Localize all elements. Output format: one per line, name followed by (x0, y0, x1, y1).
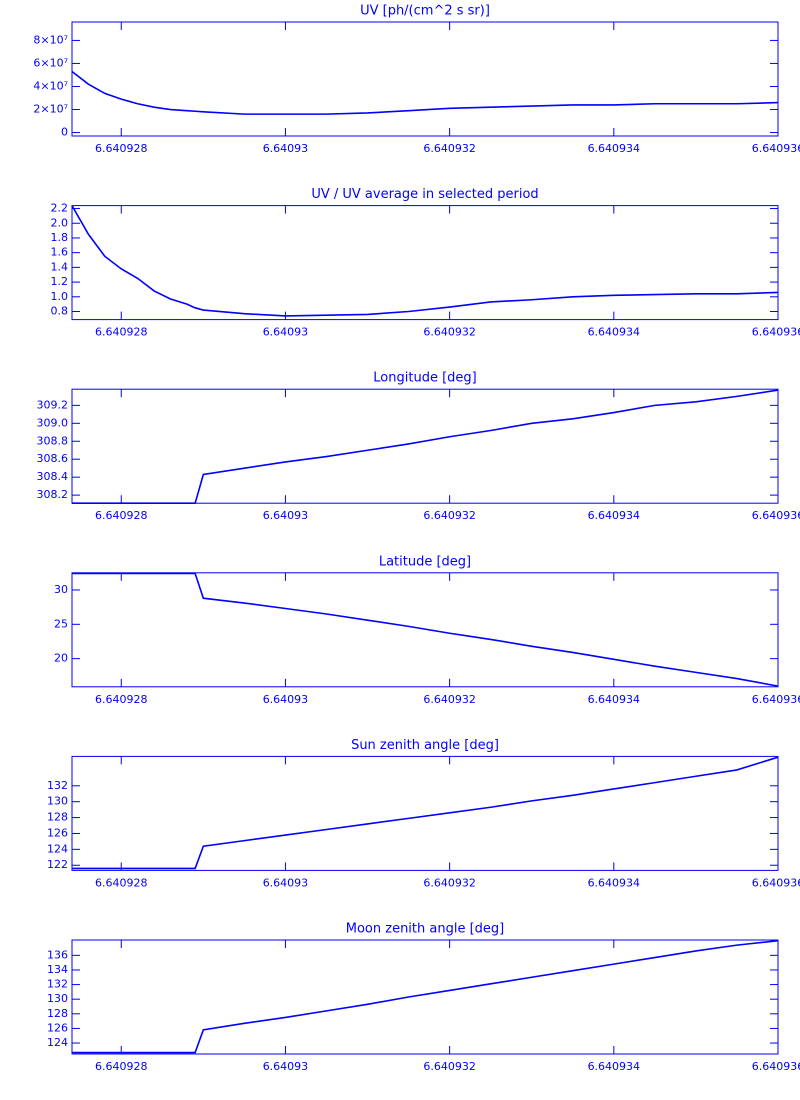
x-tick-label: 6.640936 (752, 693, 800, 706)
x-tick-label: 6.640934 (588, 326, 641, 339)
data-line (72, 756, 779, 870)
x-tick-label: 6.640934 (588, 509, 641, 522)
plot-frame (71, 21, 779, 137)
chart-title: UV [ph/(cm^2 s sr)] (360, 4, 490, 19)
y-tick-label: 132 (47, 779, 68, 792)
data-line (72, 389, 779, 504)
x-tick-label: 6.640932 (423, 876, 476, 889)
x-tick-label: 6.64093 (263, 693, 309, 706)
y-tick-label: 308.4 (37, 470, 69, 483)
x-tick-label: 6.640934 (588, 142, 641, 155)
x-tick-label: 6.640932 (423, 693, 476, 706)
x-tick-label: 6.64093 (263, 509, 309, 522)
y-tick-label: 30 (54, 583, 68, 596)
y-tick-label: 124 (47, 1036, 68, 1049)
y-tick-label: 2.0 (51, 216, 69, 229)
chart-title: Latitude [deg] (379, 554, 471, 569)
y-tick-label: 308.6 (37, 452, 69, 465)
y-tick-label: 20 (54, 652, 68, 665)
y-tick-label: 0.8 (51, 305, 69, 318)
x-tick-label: 6.640934 (588, 693, 641, 706)
y-tick-label: 308.8 (37, 434, 69, 447)
chart-title: Moon zenith angle [deg] (346, 922, 504, 937)
chart-title: Sun zenith angle [deg] (351, 738, 499, 753)
y-tick-label: 130 (47, 992, 68, 1005)
y-tick-label: 1.6 (51, 246, 69, 259)
y-tick-label: 124 (47, 842, 68, 855)
y-tick-label: 136 (47, 948, 68, 961)
x-tick-label: 6.640936 (752, 509, 800, 522)
x-tick-label: 6.640934 (588, 1060, 641, 1073)
x-tick-label: 6.640936 (752, 876, 800, 889)
y-tick-label: 1.8 (51, 231, 69, 244)
y-tick-label: 1.4 (51, 260, 69, 273)
y-tick-label: 126 (47, 826, 68, 839)
y-tick-label: 122 (47, 858, 68, 871)
x-tick-label: 6.640936 (752, 1060, 800, 1073)
data-line (72, 939, 779, 1054)
data-line (71, 70, 779, 115)
x-tick-label: 6.640936 (752, 142, 800, 155)
y-tick-label: 2×10⁷ (33, 103, 68, 116)
plot-frame (71, 205, 779, 321)
data-line (71, 205, 779, 317)
x-tick-label: 6.640932 (423, 509, 476, 522)
y-tick-label: 126 (47, 1021, 68, 1034)
x-tick-label: 6.64093 (263, 326, 309, 339)
y-tick-label: 309.2 (37, 398, 69, 411)
chart-title: Longitude [deg] (373, 371, 476, 386)
x-tick-label: 6.640928 (95, 509, 148, 522)
y-tick-label: 308.2 (37, 488, 69, 501)
x-tick-label: 6.640932 (423, 326, 476, 339)
x-tick-label: 6.640928 (95, 142, 148, 155)
y-tick-label: 4×10⁷ (33, 79, 68, 92)
x-tick-label: 6.64093 (263, 876, 309, 889)
plot-frame (71, 388, 779, 504)
x-tick-label: 6.640932 (423, 142, 476, 155)
plot-frame (71, 572, 779, 688)
x-tick-label: 6.640934 (588, 876, 641, 889)
x-tick-label: 6.640928 (95, 1060, 148, 1073)
y-tick-label: 8×10⁷ (33, 33, 68, 46)
y-tick-label: 128 (47, 1007, 68, 1020)
data-line (72, 572, 779, 687)
y-tick-label: 130 (47, 795, 68, 808)
x-tick-label: 6.640928 (95, 326, 148, 339)
y-tick-label: 128 (47, 811, 68, 824)
plot-frame (71, 755, 779, 871)
y-tick-label: 309.0 (37, 416, 69, 429)
y-tick-label: 6×10⁷ (33, 56, 68, 69)
plot-frame (71, 939, 779, 1055)
x-tick-label: 6.64093 (263, 142, 309, 155)
x-tick-label: 6.640928 (95, 876, 148, 889)
x-tick-label: 6.64093 (263, 1060, 309, 1073)
x-tick-label: 6.640928 (95, 693, 148, 706)
x-tick-label: 6.640932 (423, 1060, 476, 1073)
y-tick-label: 132 (47, 978, 68, 991)
y-tick-label: 2.2 (51, 202, 69, 215)
y-tick-label: 25 (54, 617, 68, 630)
x-tick-label: 6.640936 (752, 326, 800, 339)
chart-title: UV / UV average in selected period (311, 187, 538, 202)
y-tick-label: 134 (47, 963, 68, 976)
y-tick-label: 1.2 (51, 275, 69, 288)
y-tick-label: 0 (61, 126, 68, 139)
y-tick-label: 1.0 (51, 290, 69, 303)
